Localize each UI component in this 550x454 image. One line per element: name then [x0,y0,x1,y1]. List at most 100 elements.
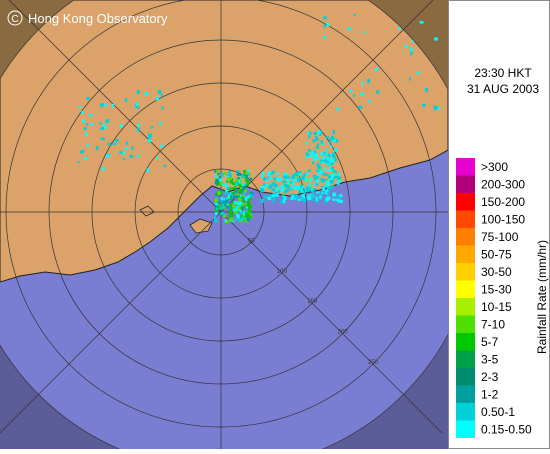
land [0,0,448,283]
echo [309,131,312,135]
echo [303,199,307,203]
echo [147,135,151,140]
echo [298,173,302,176]
echo [223,172,227,175]
echo [287,182,290,185]
echo [217,206,222,210]
echo [315,179,320,183]
echo [305,141,308,145]
echo [218,193,221,197]
echo [302,174,306,177]
echo [314,150,317,155]
echo [296,198,299,201]
echo [272,194,276,197]
echo [330,174,335,178]
echo [425,88,429,92]
echo [224,191,229,195]
echo [280,199,284,204]
echo [330,137,335,141]
echo [238,197,242,202]
echo [419,21,424,24]
echo [234,210,238,214]
echo [226,175,230,178]
legend-label: 7-10 [481,317,505,331]
echo [319,195,322,199]
echo [309,151,314,155]
echo [326,190,329,194]
echo [83,127,87,130]
echo [217,191,221,195]
echo [215,197,218,202]
echo [150,126,154,129]
legend-label: 75-100 [481,230,519,244]
echo [323,35,327,39]
echo [296,177,300,182]
echo [217,201,221,204]
echo [163,164,167,167]
echo [231,187,235,190]
echo [246,182,249,186]
legend-label: 0.50-1 [481,405,515,419]
echo [236,171,240,176]
echo [269,176,272,181]
echo [325,189,329,192]
echo [215,183,219,186]
echo [215,204,220,208]
echo [325,197,329,201]
echo [315,195,318,198]
echo [157,90,162,94]
echo [269,184,273,189]
echo [159,121,162,126]
echo [235,182,239,186]
echo [245,174,248,179]
echo [155,157,159,160]
range-labels: 50 100 150 200 250 [248,238,379,366]
echo [332,130,336,134]
echo [223,214,227,218]
echo [214,219,218,223]
echo [300,184,303,187]
echo [100,127,105,131]
echo [224,197,229,200]
echo [268,194,272,198]
echo [317,157,320,161]
echo [313,176,318,181]
echo [298,189,302,194]
legend-label: 10-15 [481,300,512,314]
legend-label: 1-2 [481,387,499,401]
echo [363,31,366,34]
echo [375,68,379,72]
echo [236,213,239,217]
echo [243,170,246,173]
echo [320,140,323,144]
echo [229,218,233,222]
echo [325,148,328,152]
echo [146,168,150,173]
echo [296,172,300,177]
echo [105,119,110,123]
echo [319,170,323,175]
echo [311,193,314,197]
echo [306,153,310,157]
echo [240,216,245,221]
echo [86,144,89,148]
echo [271,182,276,187]
legend-label: 50-75 [481,247,512,261]
echo [114,139,119,142]
echo [238,206,241,211]
echo [300,194,305,198]
echo [308,196,311,201]
echo [230,207,233,210]
legend-swatch [456,228,475,246]
echo [160,94,163,97]
echo [86,96,90,100]
echo [241,203,244,206]
echo [312,158,317,161]
echo [316,169,320,172]
legend-label: 150-200 [481,195,525,209]
echo [285,184,289,188]
echo [283,175,286,179]
echo [228,209,232,214]
echo [329,138,332,142]
echo [322,172,326,176]
